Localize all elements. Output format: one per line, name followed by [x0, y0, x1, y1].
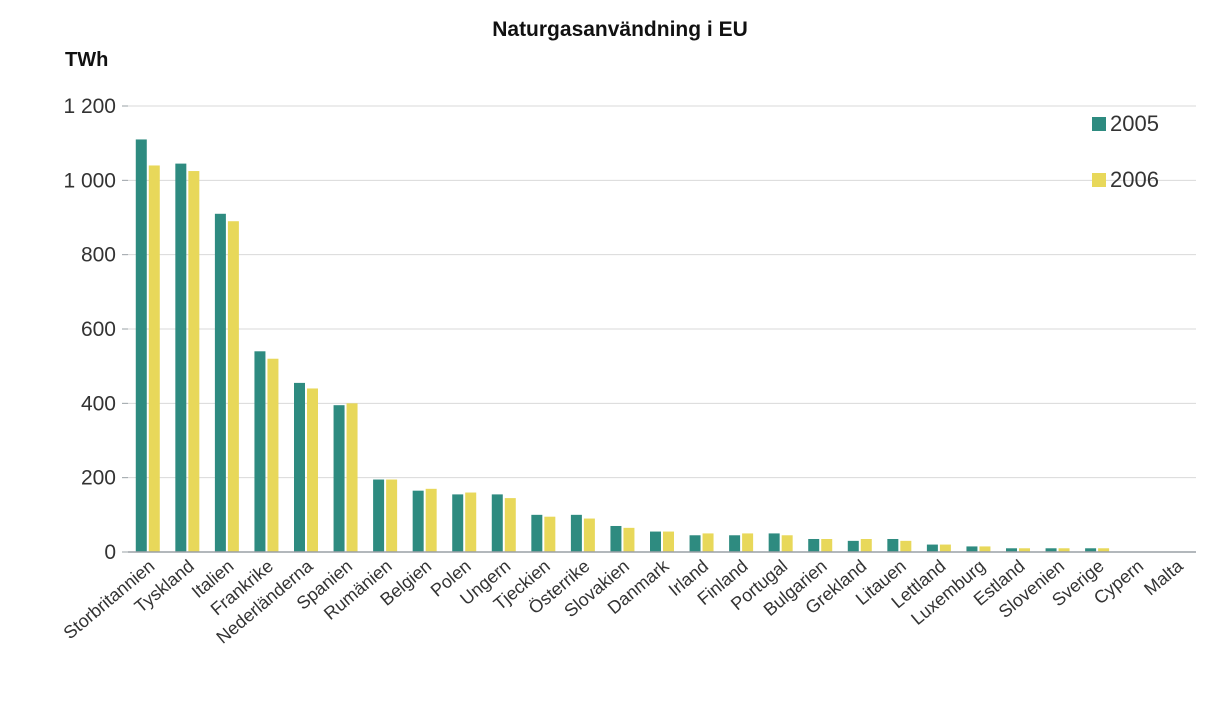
bar-2005-9 [491, 494, 503, 552]
bar-2005-24 [1085, 548, 1097, 552]
bars [135, 139, 1110, 553]
bar-2005-18 [847, 540, 859, 552]
bar-2005-6 [373, 479, 385, 552]
bar-2005-15 [729, 535, 741, 552]
bar-2005-2 [214, 213, 226, 553]
bar-2006-18 [860, 538, 872, 552]
bar-2005-20 [926, 544, 938, 552]
x-tick-label: Malta [1140, 555, 1187, 599]
bar-2005-11 [570, 514, 582, 552]
gridlines [128, 105, 1196, 479]
bar-2006-0 [148, 165, 160, 552]
x-tick-labels: StorbritannienTysklandItalienFrankrikeNe… [60, 555, 1188, 648]
bar-2006-22 [1019, 548, 1030, 552]
bar-2006-2 [227, 221, 239, 552]
bar-2005-22 [1006, 548, 1017, 552]
bar-2005-12 [610, 525, 622, 552]
bar-2006-14 [702, 533, 714, 552]
y-tick-label: 600 [81, 318, 116, 341]
y-tick-label: 1 000 [63, 169, 116, 192]
y-tick-label: 0 [104, 541, 116, 564]
bar-2006-5 [346, 403, 358, 552]
bar-2006-21 [979, 546, 991, 552]
bar-2005-1 [175, 163, 187, 552]
bar-2005-19 [887, 538, 899, 552]
y-tick-label: 400 [81, 392, 116, 415]
bar-2005-8 [452, 494, 464, 552]
bar-2006-19 [900, 540, 912, 552]
bar-2006-23 [1058, 548, 1070, 552]
bar-2006-7 [425, 488, 437, 552]
bar-2006-9 [504, 498, 516, 552]
bar-2005-23 [1045, 548, 1057, 552]
bar-2006-8 [465, 492, 477, 552]
chart-title: Naturgasanvändning i EU [492, 18, 748, 41]
bar-2006-10 [544, 516, 556, 552]
bar-2006-13 [663, 531, 674, 552]
y-tick-label: 1 200 [63, 95, 116, 118]
bar-2006-20 [939, 544, 951, 552]
bar-2005-17 [808, 538, 820, 552]
bar-2006-1 [188, 171, 200, 552]
bar-2006-11 [583, 518, 595, 552]
legend-label-2005: 2005 [1110, 111, 1159, 136]
y-axis-label: TWh [65, 49, 108, 71]
bar-2006-24 [1098, 548, 1110, 552]
bar-2005-7 [412, 490, 424, 552]
bar-2005-4 [294, 382, 305, 552]
bar-2006-12 [623, 527, 635, 552]
bar-2005-5 [333, 405, 345, 552]
y-tick-label: 800 [81, 244, 116, 267]
bar-2006-3 [267, 358, 279, 552]
bar-2005-16 [768, 533, 780, 552]
bar-2006-6 [386, 479, 398, 552]
bar-2005-13 [650, 531, 661, 552]
y-tick-label: 200 [81, 467, 116, 490]
bar-2006-4 [307, 388, 318, 552]
bar-2006-15 [742, 533, 754, 552]
y-tick-labels: 0 200 400 600 800 1 000 1 200 [63, 95, 128, 564]
bar-2005-3 [254, 351, 266, 552]
bar-2005-0 [135, 139, 147, 552]
legend-swatch-2005 [1092, 117, 1106, 131]
bar-2006-17 [821, 538, 833, 552]
legend: 2005 2006 [1092, 111, 1159, 192]
legend-label-2006: 2006 [1110, 167, 1159, 192]
bar-2005-10 [531, 514, 543, 552]
legend-swatch-2006 [1092, 173, 1106, 187]
bar-2005-14 [689, 535, 701, 552]
bar-2005-21 [966, 546, 978, 552]
bar-2006-16 [781, 535, 793, 552]
